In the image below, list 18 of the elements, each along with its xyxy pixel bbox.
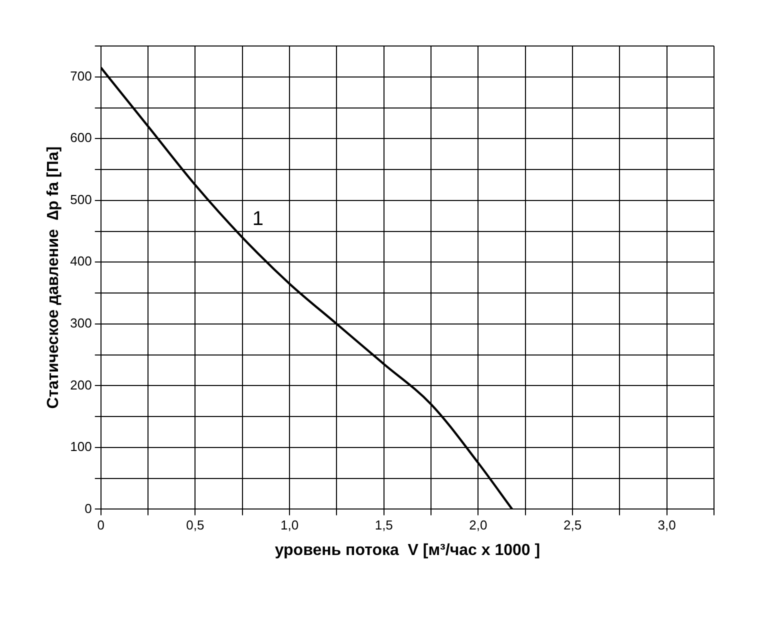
x-tick-label: 2,5 xyxy=(563,518,582,533)
y-tick-label: 500 xyxy=(70,192,92,207)
y-tick-label: 100 xyxy=(70,439,92,454)
series-label: 1 xyxy=(252,208,264,230)
x-tick-label: 0 xyxy=(97,518,105,533)
y-tick-label: 400 xyxy=(70,254,92,269)
y-tick-label: 600 xyxy=(70,130,92,146)
x-tick-label: 1,0 xyxy=(280,518,299,533)
y-tick-label: 0 xyxy=(84,500,92,516)
x-tick-label: 0,5 xyxy=(186,518,204,533)
x-axis-title: уровень потока V [м³/час x 1000 ] xyxy=(274,542,540,559)
x-tick-label: 2,0 xyxy=(469,518,488,533)
x-tick-label: 1,5 xyxy=(374,518,393,533)
x-tick-label: 3,0 xyxy=(658,518,676,533)
y-tick-label: 700 xyxy=(70,68,92,84)
y-tick-label: 200 xyxy=(70,377,92,392)
y-tick-label: 300 xyxy=(70,316,92,330)
y-axis-title: Статическое давление ∆p fa [Па] xyxy=(45,146,62,409)
